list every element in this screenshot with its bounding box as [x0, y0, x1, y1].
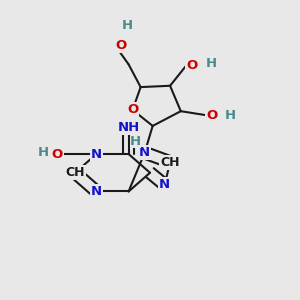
Text: N: N — [159, 178, 170, 191]
Text: H: H — [122, 19, 133, 32]
Text: N: N — [91, 185, 102, 198]
Text: H: H — [225, 109, 236, 122]
Text: O: O — [186, 59, 197, 72]
Text: CH: CH — [65, 166, 85, 179]
Text: CH: CH — [160, 155, 180, 169]
Text: H: H — [38, 146, 49, 159]
Text: N: N — [139, 146, 150, 159]
Text: NH: NH — [118, 121, 140, 134]
Text: O: O — [127, 103, 138, 116]
Text: O: O — [206, 109, 218, 122]
Text: O: O — [52, 148, 63, 160]
Text: H: H — [130, 136, 141, 148]
Text: O: O — [115, 39, 126, 52]
Text: N: N — [91, 148, 102, 160]
Text: H: H — [206, 56, 217, 70]
